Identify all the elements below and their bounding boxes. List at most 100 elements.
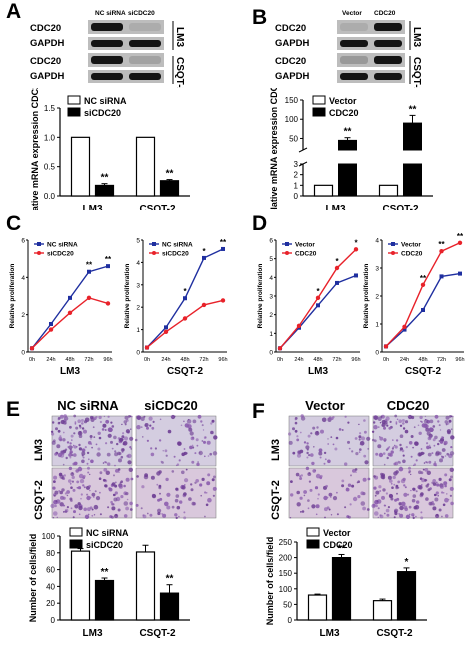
stained-cell bbox=[295, 472, 300, 477]
stained-cell bbox=[57, 452, 63, 458]
stained-cell bbox=[174, 498, 179, 503]
stained-cell bbox=[141, 485, 145, 489]
y-tick-label: 100 bbox=[285, 115, 299, 124]
blot-a-band-2-1 bbox=[91, 40, 123, 47]
significance-label: * bbox=[316, 287, 320, 296]
panel-c-lm3-line-chart: 0 2 4 6 0h 24h 48h 72h 96h Relative proliferation… bbox=[9, 238, 113, 378]
stained-cell bbox=[432, 506, 437, 511]
legend-swatch bbox=[67, 107, 81, 117]
y-tick-label: 4 bbox=[269, 275, 273, 282]
stained-cell bbox=[408, 505, 412, 509]
legend-marker bbox=[37, 242, 41, 246]
stained-cell bbox=[402, 477, 406, 482]
bar-vector bbox=[378, 184, 399, 197]
stained-cell bbox=[399, 434, 404, 438]
stained-cell bbox=[388, 426, 392, 430]
x-tick-label: 24h bbox=[294, 357, 303, 363]
stained-cell bbox=[53, 475, 58, 480]
y-tick-label: 50 bbox=[283, 600, 292, 609]
stained-cell bbox=[136, 425, 141, 430]
stained-cell bbox=[355, 471, 357, 473]
stained-cell bbox=[366, 436, 371, 441]
legend-label: Vector bbox=[329, 96, 357, 106]
stained-cell bbox=[113, 474, 115, 477]
legend-label: siCDC20 bbox=[84, 108, 121, 118]
stained-cell bbox=[388, 446, 391, 448]
stained-cell bbox=[204, 455, 206, 458]
stained-cell bbox=[396, 497, 400, 501]
stained-cell bbox=[69, 450, 73, 454]
stained-cell bbox=[314, 431, 320, 436]
stained-cell bbox=[86, 462, 89, 465]
stained-cell bbox=[176, 505, 181, 510]
stained-cell bbox=[379, 422, 382, 424]
stained-cell bbox=[83, 486, 86, 489]
stained-cell bbox=[363, 454, 367, 458]
stained-cell bbox=[373, 425, 378, 430]
stained-cell bbox=[344, 506, 347, 509]
stained-cell bbox=[449, 486, 454, 491]
stained-cell bbox=[367, 477, 371, 481]
stained-cell bbox=[321, 417, 327, 423]
stained-cell bbox=[420, 492, 424, 496]
legend-label: CDC20 bbox=[329, 108, 359, 118]
stained-cell bbox=[444, 514, 449, 518]
stained-cell bbox=[87, 458, 90, 461]
stained-cell bbox=[379, 514, 382, 517]
stained-cell bbox=[142, 514, 145, 517]
stained-cell bbox=[413, 505, 418, 510]
stained-cell bbox=[324, 516, 326, 519]
stained-cell bbox=[74, 421, 77, 424]
panel-d-csqt2-line-chart: 0 1 2 3 4 0h 24h 48h 72h 96h Relative proliferatio… bbox=[363, 232, 465, 377]
stained-cell bbox=[201, 424, 204, 427]
stained-cell bbox=[396, 418, 399, 421]
stained-cell bbox=[325, 484, 328, 488]
stained-cell bbox=[69, 482, 72, 485]
stained-cell bbox=[50, 430, 54, 433]
y-tick-label: 60 bbox=[46, 566, 55, 575]
stained-cell bbox=[110, 440, 113, 444]
stained-cell bbox=[442, 492, 445, 494]
stained-cell bbox=[62, 438, 66, 442]
stained-cell bbox=[68, 479, 72, 483]
blot-a-band-label-1: CDC20 bbox=[30, 23, 61, 34]
stained-cell bbox=[149, 513, 153, 517]
stained-cell bbox=[357, 495, 361, 499]
stained-cell bbox=[186, 419, 192, 424]
stained-cell bbox=[394, 445, 398, 449]
data-point bbox=[315, 295, 321, 301]
y-tick-label: 1 bbox=[294, 181, 299, 190]
chart-title: LM3 bbox=[308, 366, 328, 377]
stained-cell bbox=[298, 450, 302, 454]
stained-cell bbox=[425, 497, 429, 501]
stained-cell bbox=[196, 444, 199, 447]
stained-cell bbox=[129, 436, 134, 441]
stained-cell bbox=[87, 513, 90, 516]
blot-b-band-2-2 bbox=[374, 40, 402, 47]
stained-cell bbox=[442, 503, 446, 507]
stained-cell bbox=[341, 429, 344, 431]
y-tick-label: 100 bbox=[42, 532, 56, 541]
stained-cell bbox=[383, 512, 386, 515]
stained-cell bbox=[438, 508, 442, 512]
stained-cell bbox=[199, 483, 203, 487]
bar-nc-sirna bbox=[135, 551, 156, 621]
stained-cell bbox=[162, 450, 164, 452]
stained-cell bbox=[435, 452, 438, 454]
stained-cell bbox=[115, 469, 119, 473]
stained-cell bbox=[290, 480, 293, 483]
stained-cell bbox=[122, 442, 126, 446]
stained-cell bbox=[59, 435, 62, 438]
stained-cell bbox=[439, 429, 442, 431]
stained-cell bbox=[92, 426, 95, 429]
stained-cell bbox=[53, 511, 58, 516]
legend-label: siCDC20 bbox=[86, 540, 123, 550]
stained-cell bbox=[402, 427, 406, 430]
x-tick-label: 0h bbox=[383, 357, 389, 363]
y-tick-label: 6 bbox=[21, 238, 25, 245]
stained-cell bbox=[171, 470, 175, 473]
stained-cell bbox=[410, 435, 414, 438]
stained-cell bbox=[443, 481, 448, 486]
stained-cell bbox=[364, 460, 369, 465]
stained-cell bbox=[202, 429, 205, 431]
